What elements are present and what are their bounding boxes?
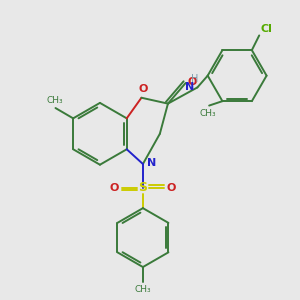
Text: CH₃: CH₃ [46,95,63,104]
Text: N: N [147,158,157,167]
Text: O: O [138,84,148,94]
Text: CH₃: CH₃ [200,109,216,118]
Text: O: O [110,182,119,193]
Text: CH₃: CH₃ [135,285,151,294]
Text: N: N [184,82,194,92]
Text: O: O [188,76,197,86]
Text: H: H [191,74,198,84]
Text: S: S [138,181,147,194]
Text: O: O [167,182,176,193]
Text: Cl: Cl [261,24,273,34]
